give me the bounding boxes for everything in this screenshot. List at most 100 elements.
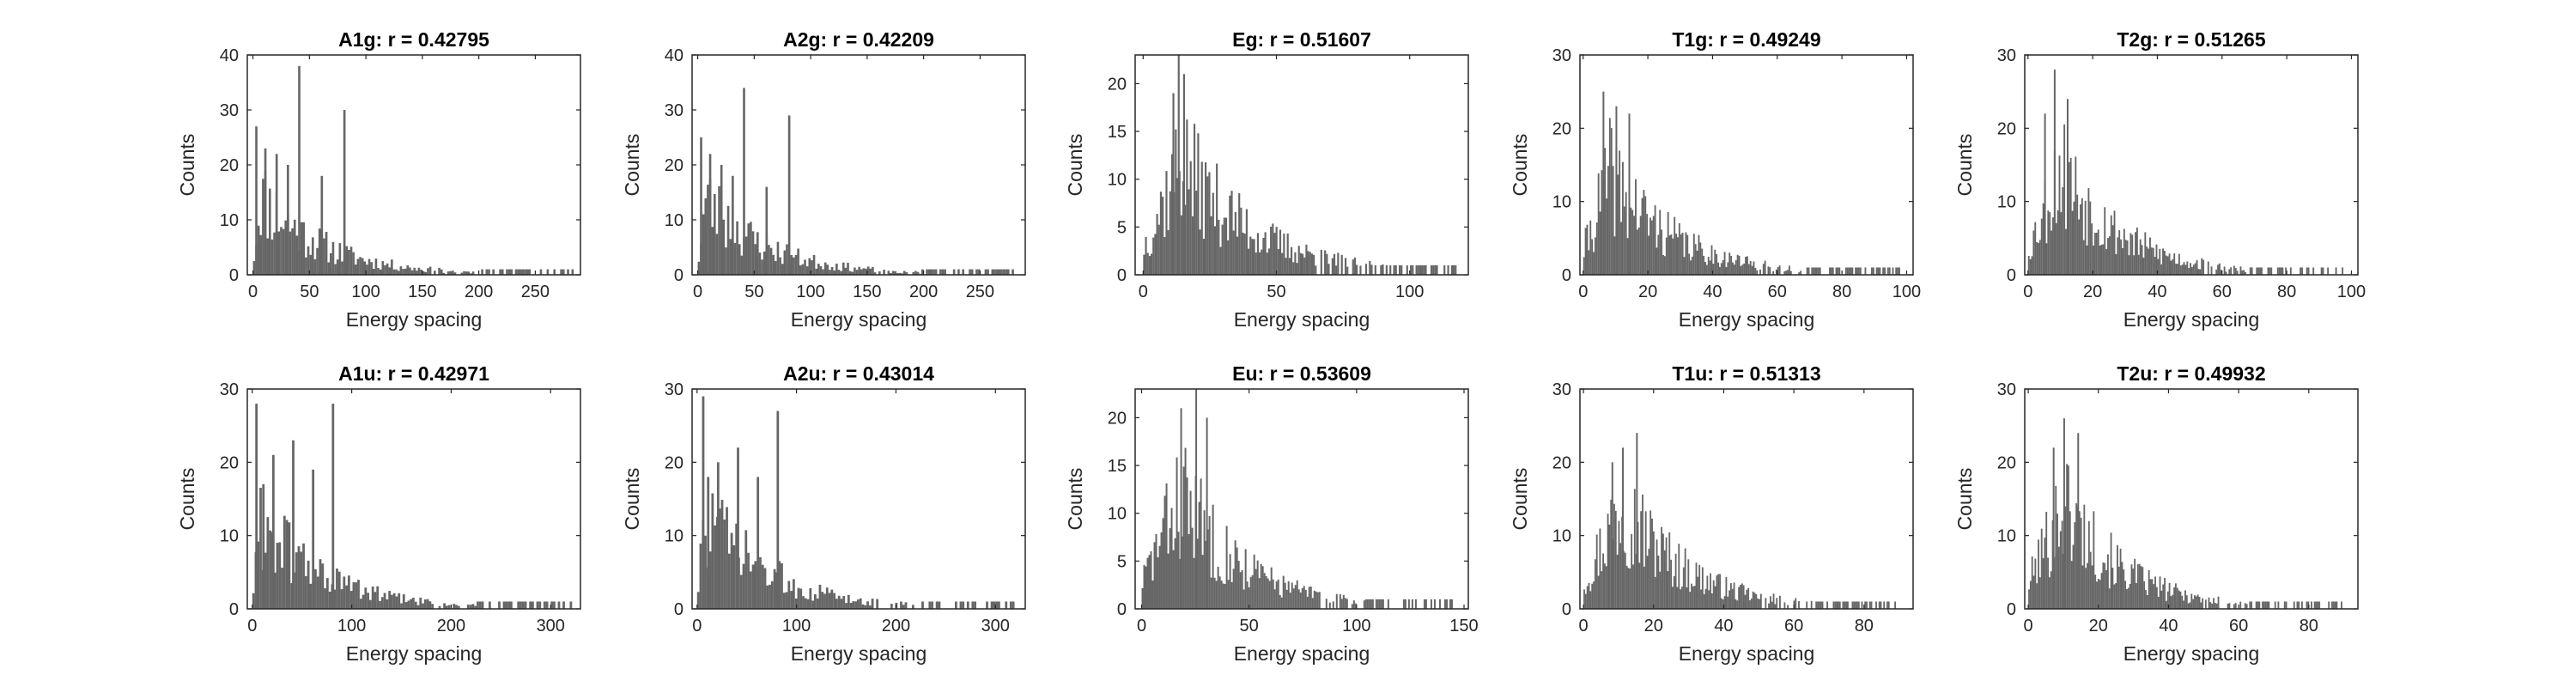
histogram-bar: [305, 257, 307, 275]
histogram-bar: [392, 269, 396, 275]
histogram-bar: [1870, 601, 1873, 609]
histogram-bar: [1608, 118, 1611, 275]
histogram-bar: [1703, 593, 1705, 609]
histogram-bar: [2150, 247, 2153, 275]
histogram-bar: [338, 243, 342, 275]
histogram-bar: [1741, 264, 1744, 275]
histogram-bar: [987, 269, 989, 275]
histogram-bar: [2266, 601, 2269, 609]
histogram-bar: [1665, 537, 1668, 609]
histogram-bar: [1728, 590, 1731, 609]
histogram-bar: [517, 601, 520, 609]
histogram-bar: [1683, 257, 1686, 275]
histogram-bar: [2129, 583, 2131, 609]
x-axis-label: Energy spacing: [346, 642, 483, 665]
histogram-bar: [2097, 579, 2099, 609]
histogram-bar: [1866, 601, 1868, 609]
histogram-bar: [1208, 516, 1211, 609]
histogram-bar: [2129, 233, 2132, 275]
histogram-bar: [2137, 254, 2140, 275]
histogram-bar: [470, 273, 472, 275]
histogram-bar: [1776, 598, 1778, 609]
histogram-bar: [1764, 260, 1766, 275]
histogram-bar: [370, 262, 373, 275]
histogram-bar: [1285, 589, 1288, 609]
histogram-bar: [1644, 196, 1647, 275]
histogram-bar: [452, 271, 454, 275]
histogram-bar: [1285, 258, 1287, 275]
histogram-bar: [1835, 267, 1838, 275]
histogram-bar: [2215, 603, 2218, 609]
histogram-bar: [1652, 216, 1655, 275]
histogram-bar: [1146, 252, 1149, 275]
histogram-bar: [1735, 599, 1737, 609]
histogram-bar: [1716, 253, 1718, 275]
histogram-bar: [2066, 99, 2069, 275]
histogram-bar: [823, 593, 826, 609]
histogram-bar: [2055, 485, 2057, 609]
histogram-bar: [1680, 234, 1682, 275]
histogram-bar: [845, 603, 848, 609]
histogram-bar: [1303, 257, 1306, 275]
histogram-bar: [2100, 244, 2103, 275]
histogram-bar: [2198, 597, 2201, 609]
histogram-bar: [1215, 581, 1218, 609]
histogram-bar: [359, 599, 362, 609]
histogram-bar: [1844, 267, 1847, 275]
histogram-bar: [934, 269, 938, 275]
histogram-bar: [2036, 583, 2038, 609]
histogram-bar: [916, 271, 920, 275]
histogram-bar: [794, 254, 798, 275]
histogram-bar: [524, 601, 527, 609]
histogram-bar: [269, 530, 272, 609]
histogram-bar: [1701, 248, 1704, 275]
histogram-bar: [1236, 547, 1238, 609]
histogram-bar: [519, 269, 522, 275]
histogram-bar: [1268, 581, 1271, 609]
histogram-bar: [2047, 210, 2050, 275]
histogram-bar: [1871, 267, 1873, 275]
y-axis-label: Counts: [1509, 468, 1531, 531]
histogram-bar: [1615, 106, 1618, 275]
histogram-bar: [1595, 222, 1598, 275]
histogram-bar: [2133, 255, 2136, 275]
histogram-bar: [1627, 568, 1630, 609]
histogram-bar: [2102, 562, 2105, 609]
histogram-bar: [2127, 587, 2129, 609]
histogram-bar: [2257, 267, 2260, 275]
histogram-bar: [1610, 127, 1613, 275]
histogram-bar: [1740, 265, 1742, 275]
histogram-bar: [1212, 504, 1214, 609]
x-tick-label: 100: [1893, 283, 1921, 301]
histogram-bar: [334, 264, 337, 275]
histogram-bar: [2069, 511, 2071, 609]
histogram-bar: [2311, 601, 2312, 609]
histogram-bar: [1188, 189, 1190, 275]
histogram-bar: [1716, 575, 1718, 609]
histogram-bar: [2144, 232, 2147, 275]
histogram-bar: [1234, 540, 1236, 609]
histogram-bar: [2099, 246, 2101, 275]
histogram-bar: [1710, 573, 1711, 609]
histogram-bar: [1234, 211, 1236, 275]
histogram-bar: [887, 271, 890, 275]
histogram-bar: [409, 267, 411, 275]
histogram-bar: [2289, 267, 2292, 275]
y-tick-label: 30: [220, 101, 239, 120]
histogram-bar: [1691, 583, 1692, 609]
histogram-bar: [1307, 251, 1309, 275]
y-axis-label: Counts: [1953, 468, 1976, 531]
histogram-bar: [2296, 601, 2299, 609]
histogram-bar: [438, 267, 440, 275]
histogram-bar: [1747, 587, 1750, 609]
histogram-bar: [1765, 598, 1767, 609]
histogram-bar: [707, 185, 709, 275]
histogram-bar: [2122, 247, 2123, 275]
y-tick-label: 0: [2007, 600, 2016, 619]
histogram-bar: [532, 601, 534, 609]
histogram-bar: [543, 601, 546, 609]
histogram-bar: [553, 269, 556, 275]
histogram-bar: [1798, 272, 1801, 275]
histogram-bar: [1633, 216, 1636, 275]
